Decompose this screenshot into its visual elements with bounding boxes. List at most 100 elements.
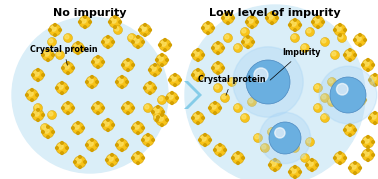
Circle shape <box>161 54 163 56</box>
Circle shape <box>271 22 273 24</box>
Circle shape <box>156 106 159 108</box>
Circle shape <box>216 146 221 151</box>
Circle shape <box>72 42 84 54</box>
Circle shape <box>302 155 306 159</box>
Circle shape <box>40 124 50 132</box>
Circle shape <box>132 157 134 159</box>
Circle shape <box>308 161 313 166</box>
Circle shape <box>74 44 79 49</box>
Circle shape <box>235 105 239 109</box>
Circle shape <box>333 157 336 159</box>
Circle shape <box>142 134 154 146</box>
Circle shape <box>201 27 204 29</box>
Circle shape <box>291 144 299 153</box>
Circle shape <box>121 149 123 151</box>
Circle shape <box>137 162 139 165</box>
Circle shape <box>156 59 158 61</box>
Circle shape <box>305 137 314 146</box>
Circle shape <box>362 141 364 143</box>
Circle shape <box>251 16 253 18</box>
Circle shape <box>166 92 178 104</box>
Circle shape <box>224 14 229 19</box>
Circle shape <box>134 124 139 129</box>
Circle shape <box>339 35 343 39</box>
Circle shape <box>32 74 34 76</box>
Circle shape <box>321 93 330 103</box>
Circle shape <box>369 74 378 86</box>
Text: No impurity: No impurity <box>53 8 127 18</box>
Circle shape <box>371 114 376 119</box>
Circle shape <box>79 16 91 28</box>
Circle shape <box>214 149 216 151</box>
Circle shape <box>108 21 111 23</box>
Circle shape <box>194 114 199 119</box>
Circle shape <box>32 69 44 81</box>
Circle shape <box>85 144 88 146</box>
Circle shape <box>59 29 61 31</box>
Circle shape <box>197 112 199 114</box>
Circle shape <box>362 64 364 66</box>
Circle shape <box>132 152 144 164</box>
Circle shape <box>66 87 68 89</box>
Circle shape <box>132 64 135 66</box>
Circle shape <box>42 54 44 56</box>
Circle shape <box>107 118 109 121</box>
Circle shape <box>122 107 124 109</box>
Circle shape <box>317 26 319 28</box>
Circle shape <box>154 87 156 89</box>
Circle shape <box>84 16 86 18</box>
Circle shape <box>124 104 129 109</box>
Circle shape <box>79 156 81 158</box>
Circle shape <box>116 139 128 151</box>
Circle shape <box>334 24 346 36</box>
Circle shape <box>322 39 326 43</box>
Circle shape <box>144 136 149 141</box>
Circle shape <box>317 16 319 18</box>
Circle shape <box>42 131 44 133</box>
Circle shape <box>81 18 86 23</box>
Circle shape <box>149 64 161 76</box>
Circle shape <box>156 116 159 118</box>
Circle shape <box>319 66 377 124</box>
Circle shape <box>192 54 194 56</box>
Circle shape <box>12 17 168 173</box>
Circle shape <box>307 29 311 33</box>
Circle shape <box>26 94 28 96</box>
Circle shape <box>367 146 369 148</box>
Circle shape <box>91 86 93 88</box>
Circle shape <box>155 115 159 119</box>
Circle shape <box>299 171 301 173</box>
Circle shape <box>353 99 356 101</box>
Text: Crystal protein: Crystal protein <box>198 75 266 95</box>
Circle shape <box>152 111 154 113</box>
Circle shape <box>156 114 168 126</box>
Circle shape <box>266 17 268 19</box>
Circle shape <box>269 164 271 166</box>
Circle shape <box>114 16 116 18</box>
Circle shape <box>97 112 99 114</box>
Circle shape <box>237 162 239 165</box>
Circle shape <box>269 129 273 133</box>
Circle shape <box>354 34 366 46</box>
Circle shape <box>344 129 346 131</box>
Circle shape <box>364 61 369 66</box>
Circle shape <box>364 39 366 41</box>
Circle shape <box>269 122 301 154</box>
Circle shape <box>31 99 33 101</box>
Circle shape <box>234 103 243 112</box>
Circle shape <box>339 34 341 36</box>
Circle shape <box>291 33 299 42</box>
Circle shape <box>374 84 376 86</box>
Circle shape <box>248 18 253 23</box>
Circle shape <box>330 50 339 59</box>
Circle shape <box>127 59 129 61</box>
Circle shape <box>54 24 56 26</box>
Circle shape <box>174 84 176 86</box>
Circle shape <box>49 112 53 116</box>
Circle shape <box>192 49 204 61</box>
Circle shape <box>142 139 144 141</box>
Circle shape <box>202 22 214 34</box>
Circle shape <box>336 26 341 31</box>
Circle shape <box>302 45 306 49</box>
Circle shape <box>144 34 146 36</box>
